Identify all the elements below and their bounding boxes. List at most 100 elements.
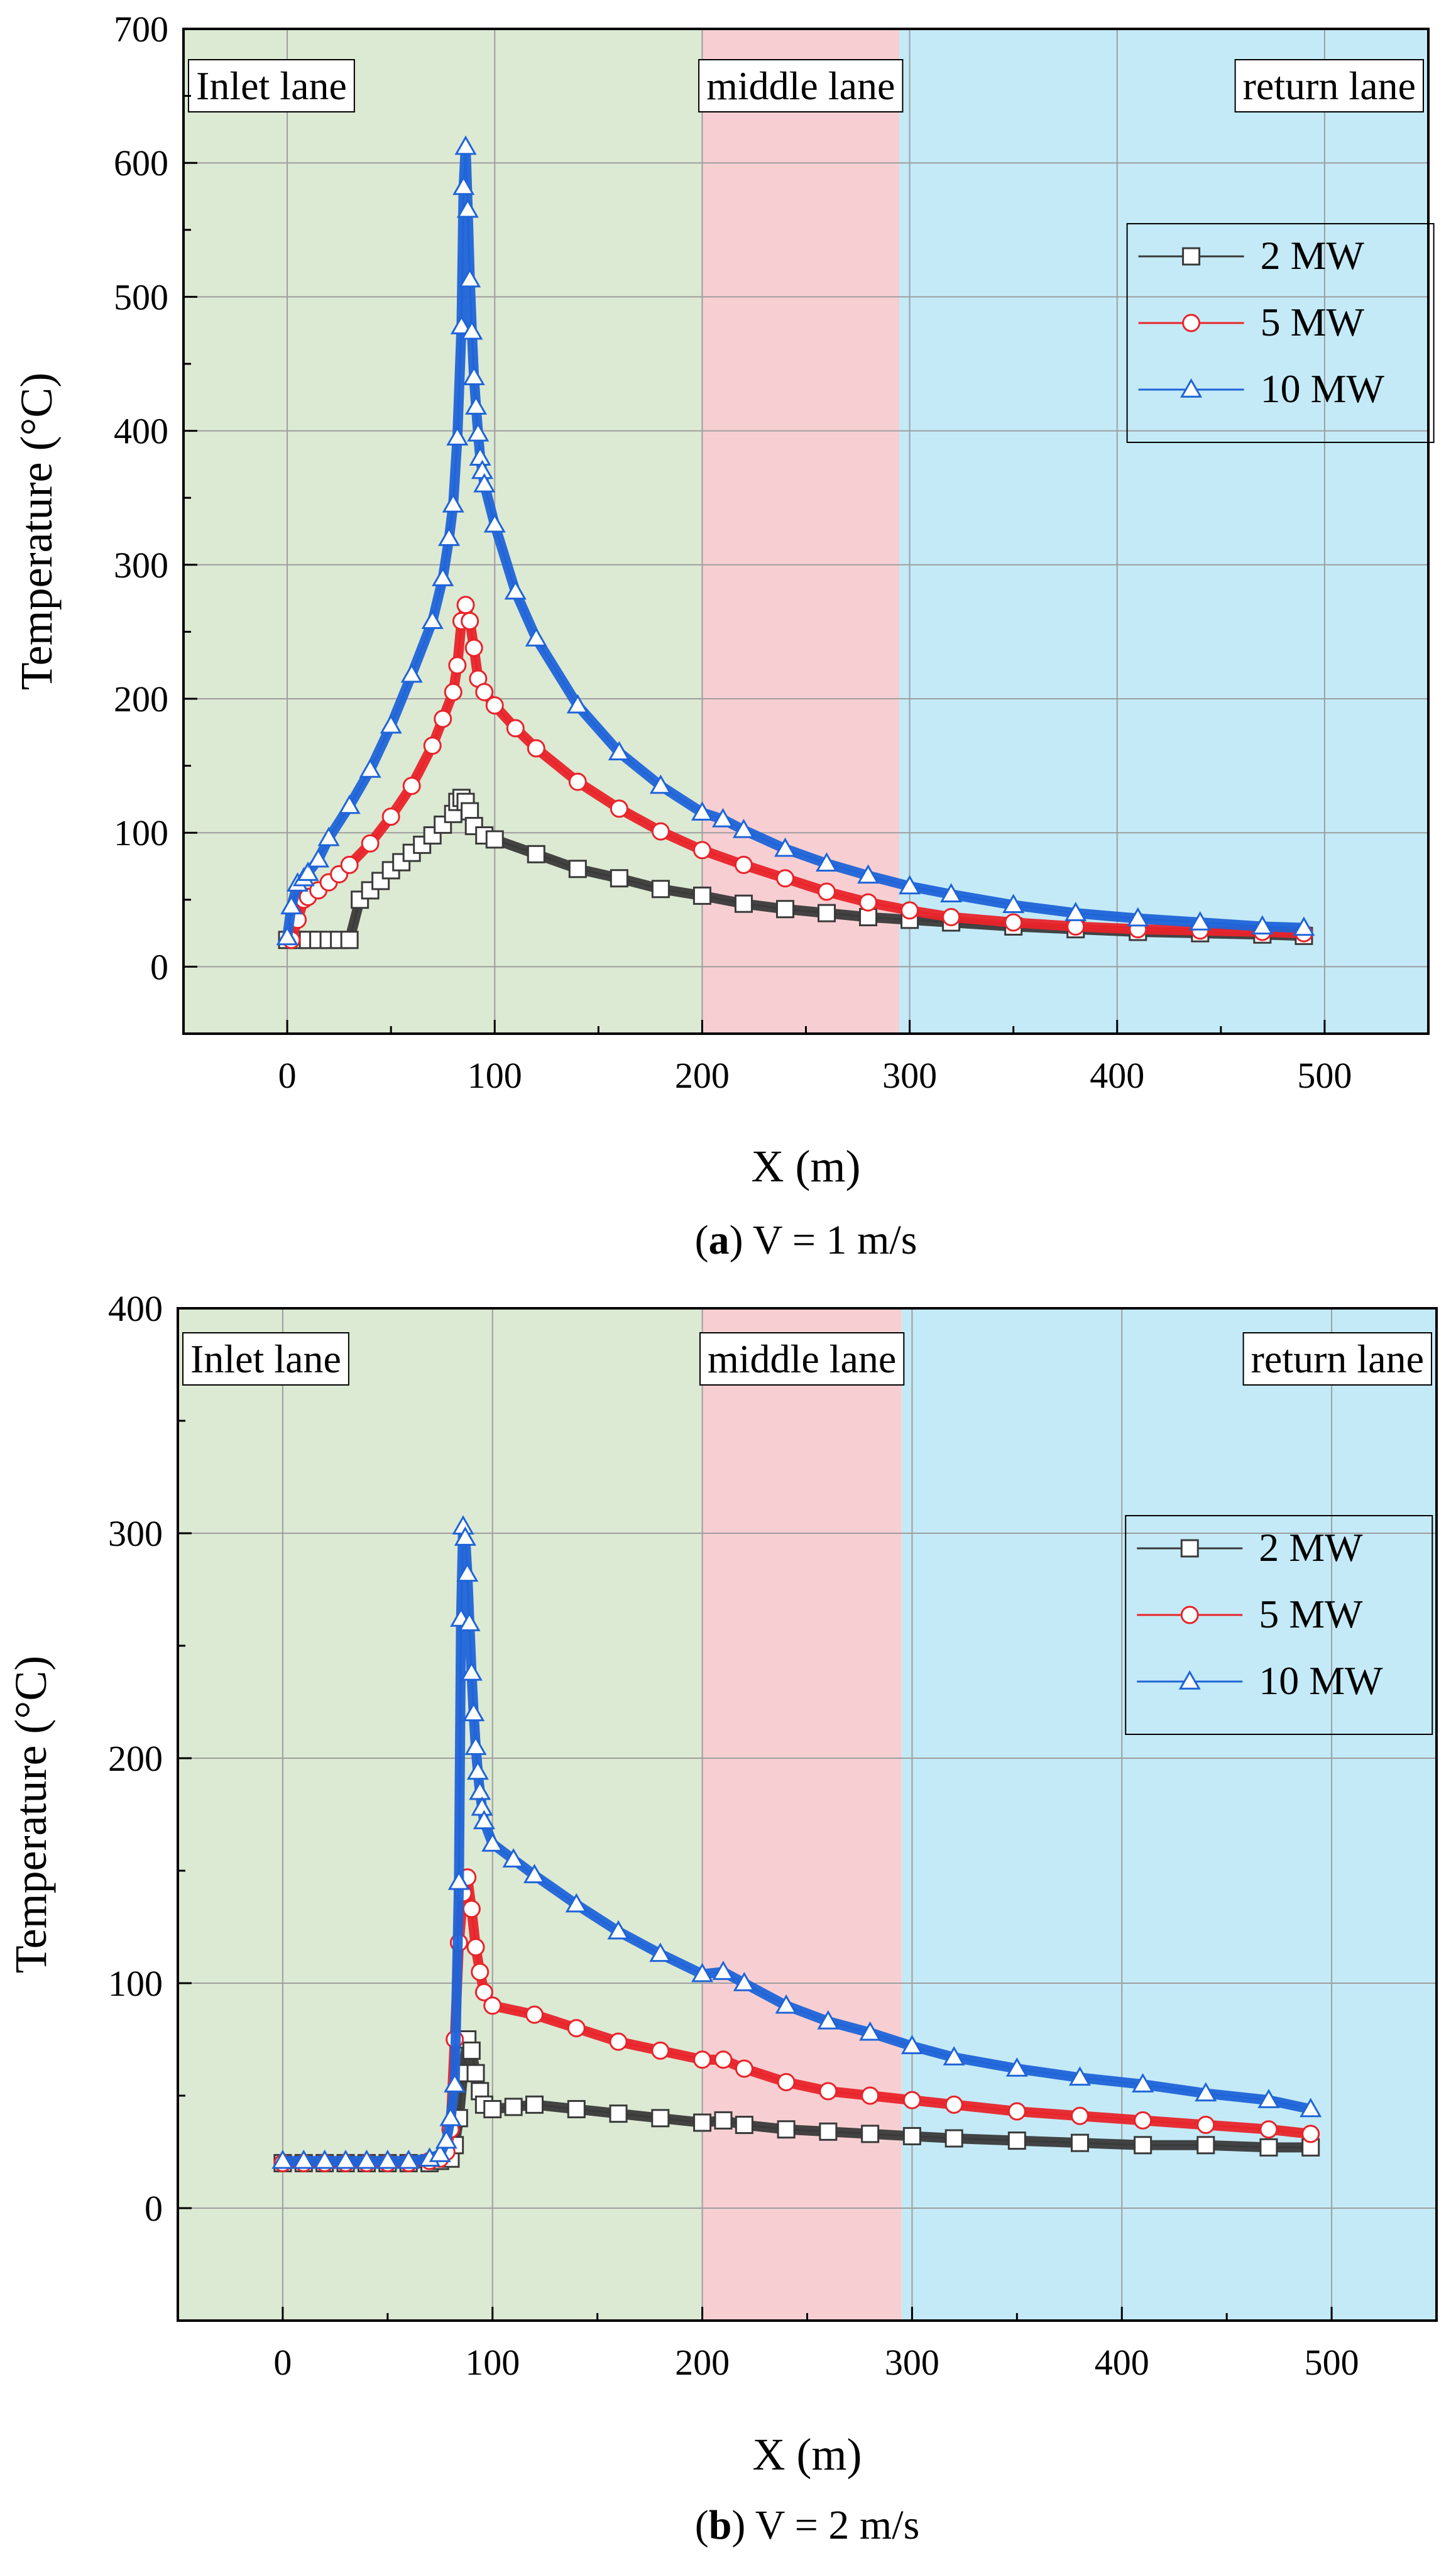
legend: 2 MW 5 MW 10 MW [1125,1515,1433,1735]
data-point [473,473,496,493]
data-point [485,696,504,715]
lane-label-text: Inlet lane [196,63,347,108]
axis-ticks [178,1307,1333,2321]
data-point [861,2125,880,2143]
data-point [473,1810,495,1829]
data-point [651,2041,670,2060]
x-tick-label: 200 [675,1055,730,1096]
data-point [271,2149,294,2169]
y-tick-label: 300 [114,545,168,586]
legend-label: 2 MW [1259,1525,1363,1570]
data-point [567,2019,586,2038]
data-point [462,2041,481,2060]
data-point [464,1736,487,1755]
x-axis-title: X (m) [752,1141,861,1191]
data-point [1195,2082,1217,2102]
data-point [444,682,463,701]
data-point [940,883,963,902]
data-point [857,864,880,884]
data-point [444,2073,466,2093]
data-point [734,894,753,913]
data-point [314,2149,336,2169]
panel-caption: (a) V = 1 m/s [695,1217,917,1263]
lane-label-box [1242,1332,1432,1386]
data-point [1293,916,1315,936]
data-point [1002,894,1025,914]
x-tick-label: 400 [1095,2342,1149,2383]
data-point [435,2129,457,2149]
series-5-mw [282,596,1313,949]
x-tick-label: 100 [465,2342,520,2383]
data-point [506,719,525,738]
data-point [902,2091,921,2109]
data-point [819,2082,838,2101]
data-point [459,268,481,288]
data-point [525,2095,544,2114]
y-tick-label: 200 [114,679,168,719]
data-point [471,1962,490,1981]
data-point [527,845,545,863]
data-point [483,1996,502,2015]
data-point [818,904,836,922]
y-axis-title: Temperature (°C) [11,373,62,691]
legend-marker [1180,1606,1199,1624]
data-point [475,682,494,701]
y-axis-title: Temperature (°C) [6,1656,56,1974]
lane-label-1: middle lane [699,1332,905,1386]
data-point [777,2120,796,2139]
data-point [464,638,483,657]
data-point [900,2035,923,2054]
data-point [568,772,587,791]
data-point [943,2046,965,2065]
legend-marker [1178,1670,1201,1690]
data-point [413,835,432,854]
chart-panel-a: Inlet lane middle lane return lane 0 100 200 3… [11,9,1435,1263]
legend-label: 5 MW [1261,300,1365,344]
data-point [693,2050,712,2069]
data-point [902,2126,921,2145]
data-point [568,860,587,878]
data-point [732,818,755,838]
lane-label-box [188,59,355,112]
y-tick-label: 600 [114,143,168,183]
data-point [900,901,919,920]
data-point [649,774,672,794]
y-tick-label: 100 [108,1963,163,2004]
data-point [734,855,753,874]
data-point [397,2149,420,2169]
data-point [567,2099,586,2118]
data-point [692,886,711,905]
data-point [1065,902,1087,921]
legend-marker [1182,314,1201,332]
series-layer [271,1515,1322,2172]
panel-caption: (b) V = 2 m/s [695,2502,920,2548]
y-tick-label: 400 [108,1288,163,1329]
data-point [481,1832,504,1852]
data-point [691,801,713,821]
data-point [775,1994,797,2014]
data-point [608,741,630,760]
legend: 2 MW 5 MW 10 MW [1126,223,1435,443]
data-point [712,1961,735,1980]
legend-label: 5 MW [1259,1592,1363,1636]
x-tick-label: 500 [1305,2342,1359,2383]
data-point [466,2064,485,2082]
legend-box [1125,1515,1433,1735]
data-point [711,807,734,828]
lane-label-text: middle lane [708,1337,896,1381]
data-point [454,1526,476,1546]
data-point [456,198,479,218]
data-point [859,2021,882,2041]
data-point [502,1848,525,1868]
y-tick-label: 0 [150,946,168,987]
data-point [438,527,461,546]
data-point [359,758,381,778]
data-point [483,513,506,533]
data-point [446,426,469,446]
data-point [474,1983,493,2001]
caption-open: ( [695,2502,709,2548]
data-point [775,869,794,888]
data-point [439,2106,462,2126]
data-point [504,580,527,600]
